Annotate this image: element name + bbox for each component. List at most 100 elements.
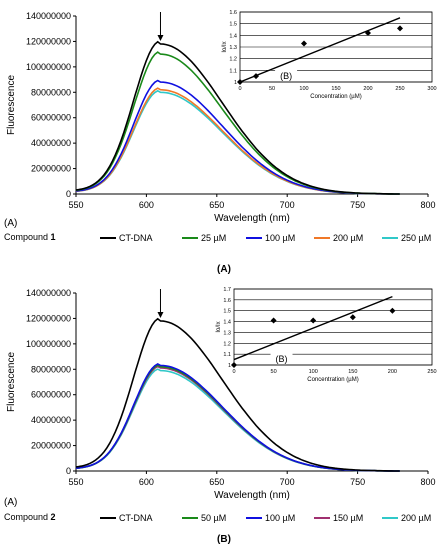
inset-fit-line: [233, 295, 393, 361]
legend-entry-2: 100 µM: [265, 233, 295, 243]
inset-point-3: [365, 30, 371, 36]
inset-x-tick-label: 50: [269, 86, 275, 92]
inset-y-tick-label: 1.5: [223, 309, 231, 315]
compound-label: Compound 1: [4, 232, 56, 242]
x-tick-label: 700: [280, 200, 295, 210]
inset-y-tick-label: 1.5: [229, 22, 237, 28]
inset-y-tick-label: 1.4: [223, 320, 231, 326]
peak-arrow-head: [157, 34, 164, 41]
x-tick-label: 750: [350, 477, 365, 487]
compound-label: Compound 2: [4, 512, 56, 522]
x-axis-label: Wavelength (nm): [214, 490, 290, 501]
inset-point-1: [270, 317, 277, 324]
inset-y-tick-label: 1.6: [223, 298, 231, 304]
inset-chart-1: 1 1.1 1.2 1.3 1.4 1.5 1.6 0 50 100 150 200 250 300 Con…: [222, 10, 437, 100]
legend-entry-4: 200 µM: [401, 513, 431, 523]
inset-y-tick-label: 1.1: [223, 352, 231, 358]
chart-panel-1: 0 20000000 40000000 60000000 80000000 1000000…: [4, 10, 437, 275]
inset-fit-line: [239, 17, 401, 83]
y-tick-label: 60000000: [31, 113, 71, 123]
peak-arrow-head: [157, 311, 164, 318]
y-tick-label: 100000000: [26, 339, 71, 349]
y-tick-label: 40000000: [31, 138, 71, 148]
inset-y-tick-label: 1: [234, 80, 237, 86]
inset-x-axis-label: Concentration (µM): [310, 94, 361, 100]
inset-y-tick-label: 1.2: [229, 57, 237, 63]
series-line-0: [75, 317, 400, 472]
series-line-0: [75, 40, 400, 195]
y-tick-label: 80000000: [31, 364, 71, 374]
x-tick-label: 650: [209, 200, 224, 210]
y-tick-label: 20000000: [31, 164, 71, 174]
x-tick-label: 800: [420, 200, 435, 210]
inset-x-tick-label: 150: [331, 86, 340, 92]
figure-caption: (B): [217, 534, 231, 545]
inset-point-1: [253, 73, 259, 80]
inset-y-tick-label: 1.1: [229, 68, 237, 74]
x-tick-label: 800: [420, 477, 435, 487]
inset-x-tick-label: 150: [348, 369, 357, 375]
y-tick-label: 120000000: [26, 313, 71, 323]
inset-point-4: [389, 307, 396, 314]
inset-x-tick-label: 0: [238, 86, 241, 92]
series-line-3: [75, 87, 400, 195]
inset-x-tick-label: 100: [299, 86, 308, 92]
y-tick-label: 100000000: [26, 62, 71, 72]
y-tick-label: 20000000: [31, 441, 71, 451]
inset-y-tick-label: 1: [228, 363, 231, 369]
legend-entry-3: 150 µM: [333, 513, 363, 523]
compound-label-prefix: Compound: [4, 512, 51, 522]
inset-point-0: [231, 362, 237, 368]
x-tick-label: 550: [68, 200, 83, 210]
y-axis-label: Fluorescence: [6, 75, 17, 135]
inset-y-tick-label: 1.3: [223, 330, 231, 336]
compound-number: 2: [51, 512, 56, 522]
legend-entry-0: CT-DNA: [119, 513, 153, 523]
x-tick-label: 600: [139, 200, 154, 210]
compound-number: 1: [51, 232, 56, 242]
inset-y-axis-label: Io/Ix: [222, 41, 228, 52]
panel-label: (A): [4, 497, 17, 508]
inset-panel-label: (B): [276, 354, 288, 364]
compound-label-prefix: Compound: [4, 232, 51, 242]
inset-x-tick-label: 200: [363, 86, 372, 92]
inset-x-tick-label: 200: [388, 369, 397, 375]
y-axis-label: Fluorescence: [6, 352, 17, 412]
legend-entry-3: 200 µM: [333, 233, 363, 243]
inset-x-tick-label: 100: [309, 369, 318, 375]
y-tick-label: 0: [66, 466, 71, 476]
inset-label-bg: [275, 70, 298, 81]
inset-x-tick-label: 250: [427, 369, 436, 375]
y-tick-label: 40000000: [31, 415, 71, 425]
inset-frame: [233, 288, 433, 366]
inset-y-tick-label: 1.2: [223, 341, 231, 347]
x-axis-label: Wavelength (nm): [214, 213, 290, 224]
inset-point-2: [301, 40, 307, 47]
inset-x-tick-label: 250: [395, 86, 404, 92]
inset-point-3: [349, 314, 356, 321]
panel-label: (A): [4, 218, 17, 229]
legend-entry-4: 250 µM: [401, 233, 431, 243]
x-tick-label: 550: [68, 477, 83, 487]
inset-label-bg: [270, 353, 293, 364]
y-tick-label: 120000000: [26, 36, 71, 46]
x-tick-label: 600: [139, 477, 154, 487]
x-tick-label: 750: [350, 200, 365, 210]
y-tick-label: 60000000: [31, 390, 71, 400]
legend-entry-0: CT-DNA: [119, 233, 153, 243]
inset-x-tick-label: 50: [271, 369, 277, 375]
x-tick-label: 700: [280, 477, 295, 487]
y-tick-label: 80000000: [31, 87, 71, 97]
y-tick-label: 140000000: [26, 288, 71, 298]
inset-x-axis-label: Concentration (µM): [307, 377, 358, 383]
inset-y-axis-label: Io/Ix: [216, 321, 222, 332]
x-tick-label: 650: [209, 477, 224, 487]
inset-y-tick-label: 1.6: [229, 10, 237, 16]
inset-point-0: [237, 79, 243, 85]
series-line-4: [75, 368, 400, 472]
inset-chart-2: 1 1.1 1.2 1.3 1.4 1.5 1.6 1.7 0 50 100 150 200 250 Con…: [216, 287, 437, 383]
inset-y-tick-label: 1.7: [223, 287, 231, 293]
inset-point-2: [310, 317, 317, 324]
inset-y-tick-label: 1.3: [229, 45, 237, 51]
